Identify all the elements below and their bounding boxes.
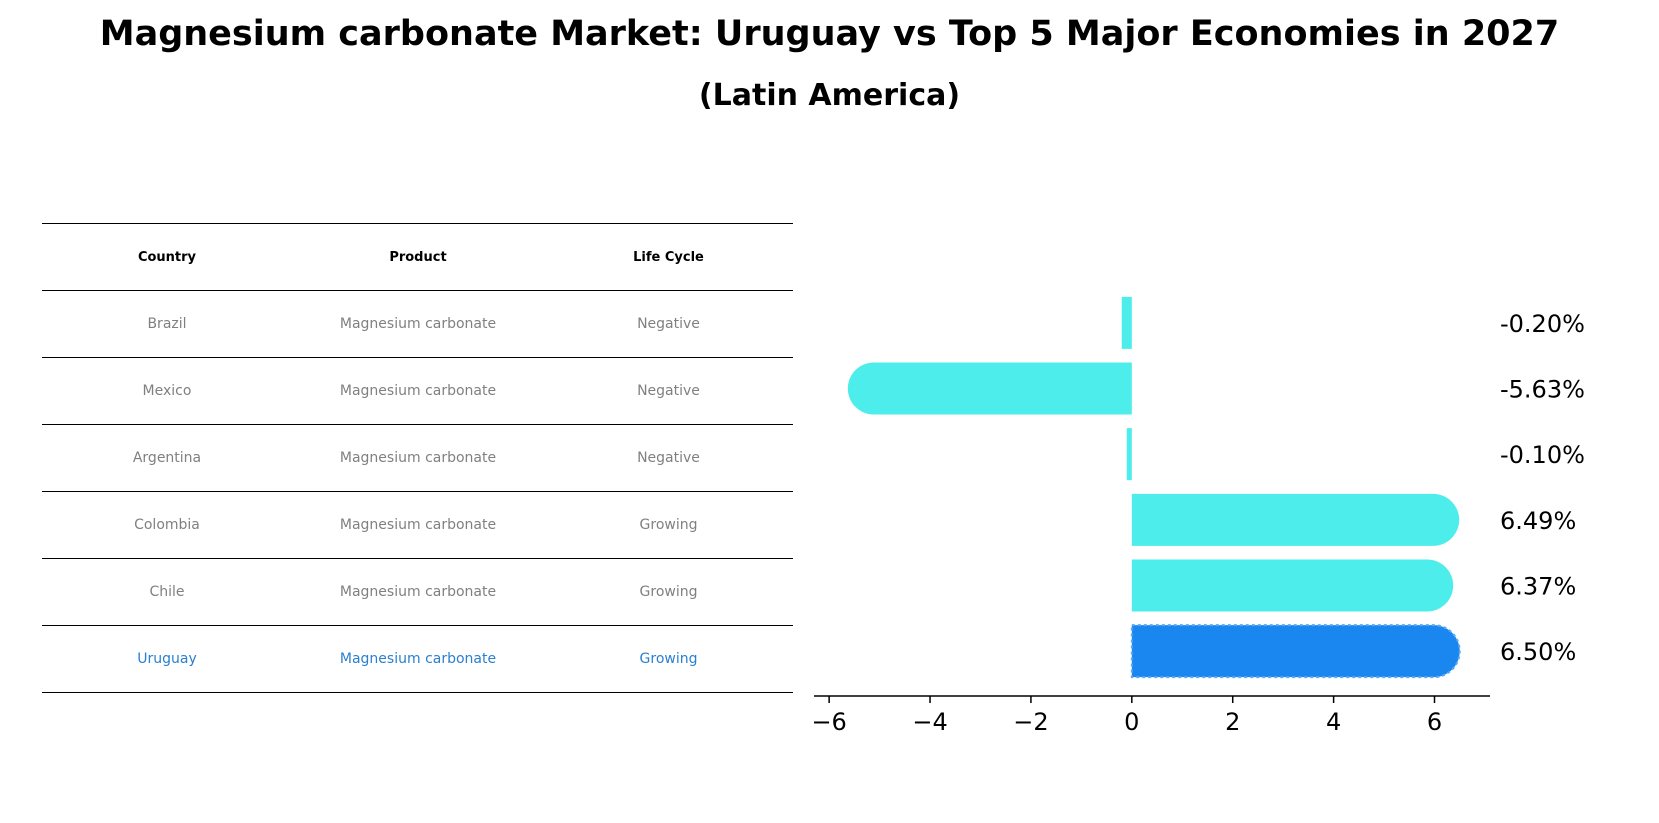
bar-colombia (1131, 493, 1460, 546)
x-tick-label: −2 (1013, 708, 1048, 736)
product-cell: Magnesium carbonate (339, 450, 497, 466)
x-tick-label: −4 (912, 708, 947, 736)
x-tick-label: 6 (1427, 708, 1442, 736)
table-row: Chile Magnesium carbonate Growing (42, 558, 793, 625)
x-tick-label: 4 (1326, 708, 1341, 736)
table-row: Brazil Magnesium carbonate Negative (42, 290, 793, 357)
product-cell: Magnesium carbonate (339, 584, 497, 600)
life-cycle-cell: Negative (637, 383, 700, 399)
product-cell: Magnesium carbonate (339, 316, 497, 332)
life-cycle-cell: Growing (639, 517, 698, 533)
bar-brazil (1121, 296, 1132, 349)
country-cell: Brazil (147, 316, 187, 332)
table-row: Mexico Magnesium carbonate Negative (42, 357, 793, 424)
country-cell: Argentina (132, 450, 202, 466)
header-country: Country (137, 249, 197, 265)
product-cell: Magnesium carbonate (339, 383, 497, 399)
data-label-argentina: -0.10% (1500, 441, 1585, 469)
header-life-cycle: Life Cycle (633, 249, 704, 265)
life-cycle-cell: Growing (639, 651, 698, 667)
header-product: Product (389, 249, 447, 265)
country-cell: Mexico (142, 383, 192, 399)
data-label-uruguay: 6.50% (1500, 638, 1576, 666)
product-cell: Magnesium carbonate (339, 651, 497, 667)
bar-chile (1131, 559, 1454, 612)
data-label-chile: 6.37% (1500, 573, 1576, 601)
life-cycle-cell: Negative (637, 450, 700, 466)
bar-argentina (1126, 428, 1132, 481)
bar-uruguay (1130, 624, 1461, 679)
country-cell: Uruguay (137, 651, 197, 667)
life-cycle-cell: Negative (637, 316, 700, 332)
x-tick-label: 2 (1225, 708, 1240, 736)
country-cell: Colombia (134, 517, 200, 533)
data-label-colombia: 6.49% (1500, 507, 1576, 535)
product-cell: Magnesium carbonate (339, 517, 497, 533)
chart-title: Magnesium carbonate Market: Uruguay vs T… (99, 14, 1560, 54)
x-tick-label: 0 (1124, 708, 1139, 736)
life-cycle-cell: Growing (639, 584, 698, 600)
table-row: Colombia Magnesium carbonate Growing (42, 491, 793, 558)
country-cell: Chile (149, 584, 185, 600)
table-header-row: Country Product Life Cycle (42, 223, 793, 290)
chart-subtitle: (Latin America) (698, 78, 961, 113)
data-label-mexico: -5.63% (1500, 376, 1585, 404)
table-row: Argentina Magnesium carbonate Negative (42, 424, 793, 491)
x-tick-label: −6 (811, 708, 846, 736)
life-cycle-table: Country Product Life Cycle Brazil Magnes… (42, 223, 793, 693)
bar-mexico (847, 362, 1132, 415)
table-row-highlight: Uruguay Magnesium carbonate Growing (42, 625, 793, 693)
data-label-brazil: -0.20% (1500, 310, 1585, 338)
